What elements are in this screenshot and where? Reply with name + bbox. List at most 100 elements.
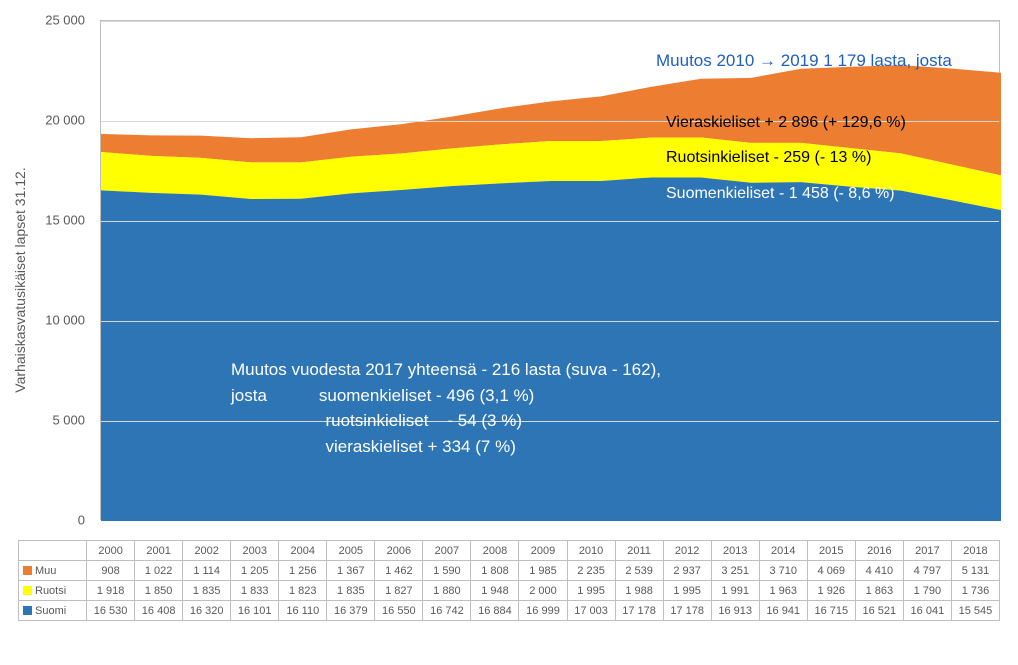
gridline <box>101 21 999 22</box>
table-cell: 16 884 <box>471 601 519 621</box>
ytick-label: 5 000 <box>25 413 85 428</box>
table-cell: 1 833 <box>231 581 279 601</box>
table-cell: 908 <box>87 561 135 581</box>
table-year-header: 2000 <box>87 541 135 561</box>
ytick-label: 0 <box>25 513 85 528</box>
table-year-header: 2005 <box>327 541 375 561</box>
table-cell: 1 790 <box>903 581 951 601</box>
table-cell: 5 131 <box>951 561 999 581</box>
series-label-suomi: Suomi <box>19 601 87 621</box>
table-year-header: 2017 <box>903 541 951 561</box>
table-cell: 16 530 <box>87 601 135 621</box>
table-cell: 17 178 <box>663 601 711 621</box>
table-cell: 1 205 <box>231 561 279 581</box>
table-cell: 1 835 <box>183 581 231 601</box>
table-year-header: 2001 <box>135 541 183 561</box>
table-cell: 2 235 <box>567 561 615 581</box>
plot-area: Muutos 2010 → 2019 1 179 lasta, jostaVie… <box>100 20 1000 520</box>
table-cell: 1 462 <box>375 561 423 581</box>
ytick-label: 20 000 <box>25 113 85 128</box>
legend-marker-muu <box>23 566 32 575</box>
table-year-header: 2012 <box>663 541 711 561</box>
table-cell: 16 041 <box>903 601 951 621</box>
table-year-header: 2011 <box>615 541 663 561</box>
table-cell: 1 736 <box>951 581 999 601</box>
table-cell: 16 408 <box>135 601 183 621</box>
table-cell: 3 251 <box>711 561 759 581</box>
series-label-ruotsi: Ruotsi <box>19 581 87 601</box>
table-cell: 16 521 <box>855 601 903 621</box>
table-cell: 1 823 <box>279 581 327 601</box>
table-year-header: 2009 <box>519 541 567 561</box>
table-year-header: 2010 <box>567 541 615 561</box>
table-year-header: 2007 <box>423 541 471 561</box>
table-cell: 16 320 <box>183 601 231 621</box>
table-cell: 4 410 <box>855 561 903 581</box>
table-year-header: 2002 <box>183 541 231 561</box>
table-cell: 16 110 <box>279 601 327 621</box>
table-cell: 1 880 <box>423 581 471 601</box>
table-cell: 16 742 <box>423 601 471 621</box>
table-cell: 16 550 <box>375 601 423 621</box>
table-cell: 2 000 <box>519 581 567 601</box>
table-year-header: 2014 <box>759 541 807 561</box>
table-cell: 16 913 <box>711 601 759 621</box>
ytick-label: 15 000 <box>25 213 85 228</box>
gridline <box>101 221 999 222</box>
table-cell: 1 863 <box>855 581 903 601</box>
series-label-muu: Muu <box>19 561 87 581</box>
table-year-header: 2015 <box>807 541 855 561</box>
area-suomi <box>101 177 1001 521</box>
table-year-header: 2006 <box>375 541 423 561</box>
legend-marker-suomi <box>23 606 32 615</box>
table-cell: 1 991 <box>711 581 759 601</box>
table-cell: 16 715 <box>807 601 855 621</box>
legend-marker-ruotsi <box>23 586 32 595</box>
table-cell: 1 808 <box>471 561 519 581</box>
table-cell: 2 539 <box>615 561 663 581</box>
table-cell: 4 797 <box>903 561 951 581</box>
table-cell: 16 941 <box>759 601 807 621</box>
table-cell: 1 850 <box>135 581 183 601</box>
table-cell: 1 948 <box>471 581 519 601</box>
ytick-label: 25 000 <box>25 13 85 28</box>
table-cell: 1 988 <box>615 581 663 601</box>
table-cell: 17 178 <box>615 601 663 621</box>
table-cell: 1 114 <box>183 561 231 581</box>
table-cell: 3 710 <box>759 561 807 581</box>
data-table: 2000200120022003200420052006200720082009… <box>18 540 1000 621</box>
gridline <box>101 421 999 422</box>
table-cell: 1 022 <box>135 561 183 581</box>
table-cell: 1 963 <box>759 581 807 601</box>
gridline <box>101 321 999 322</box>
yaxis-label: Varhaiskasvatusikäiset lapset 31.12. <box>12 167 28 392</box>
table-cell: 16 999 <box>519 601 567 621</box>
table-cell: 17 003 <box>567 601 615 621</box>
table-cell: 1 367 <box>327 561 375 581</box>
table-cell: 1 918 <box>87 581 135 601</box>
table-cell: 16 101 <box>231 601 279 621</box>
table-cell: 1 985 <box>519 561 567 581</box>
table-cell: 1 590 <box>423 561 471 581</box>
table-cell: 2 937 <box>663 561 711 581</box>
table-cell: 1 995 <box>567 581 615 601</box>
table-corner <box>19 541 87 561</box>
table-cell: 16 379 <box>327 601 375 621</box>
table-cell: 1 835 <box>327 581 375 601</box>
gridline <box>101 121 999 122</box>
table-cell: 1 995 <box>663 581 711 601</box>
table-year-header: 2016 <box>855 541 903 561</box>
table-cell: 1 827 <box>375 581 423 601</box>
chart-container: Muutos 2010 → 2019 1 179 lasta, jostaVie… <box>70 10 1010 540</box>
table-year-header: 2018 <box>951 541 999 561</box>
table-year-header: 2003 <box>231 541 279 561</box>
table-cell: 15 545 <box>951 601 999 621</box>
table-cell: 1 926 <box>807 581 855 601</box>
table-year-header: 2004 <box>279 541 327 561</box>
table-cell: 1 256 <box>279 561 327 581</box>
table-cell: 4 069 <box>807 561 855 581</box>
stacked-area-svg <box>101 21 1001 521</box>
ytick-label: 10 000 <box>25 313 85 328</box>
table-year-header: 2008 <box>471 541 519 561</box>
table-year-header: 2013 <box>711 541 759 561</box>
